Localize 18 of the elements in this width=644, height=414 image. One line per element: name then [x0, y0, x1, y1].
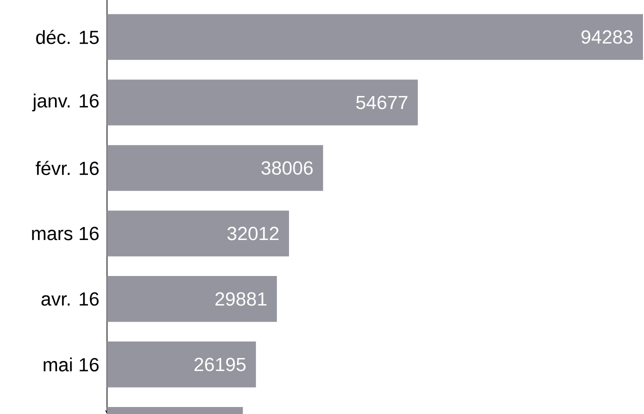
y-tick-label: févr. 16 [36, 160, 99, 176]
bar [107, 210, 289, 256]
bar [107, 276, 277, 322]
bar [107, 342, 256, 388]
y-tick-label: janv. 16 [32, 94, 99, 112]
data-label: 94283 [582, 30, 633, 44]
bar [107, 14, 643, 60]
y-tick-label: déc. 15 [36, 30, 99, 44]
data-label: 32012 [227, 226, 278, 240]
y-tick-label: avr. 16 [41, 292, 99, 306]
data-label: 29881 [215, 292, 266, 306]
bar [107, 80, 418, 126]
data-label: 54677 [356, 96, 408, 110]
y-tick-label: mars 16 [32, 226, 99, 240]
y-tick-label: mai 16 [44, 358, 99, 372]
data-label: 26195 [194, 358, 246, 372]
bar [107, 145, 324, 191]
data-label: 38006 [261, 161, 313, 175]
